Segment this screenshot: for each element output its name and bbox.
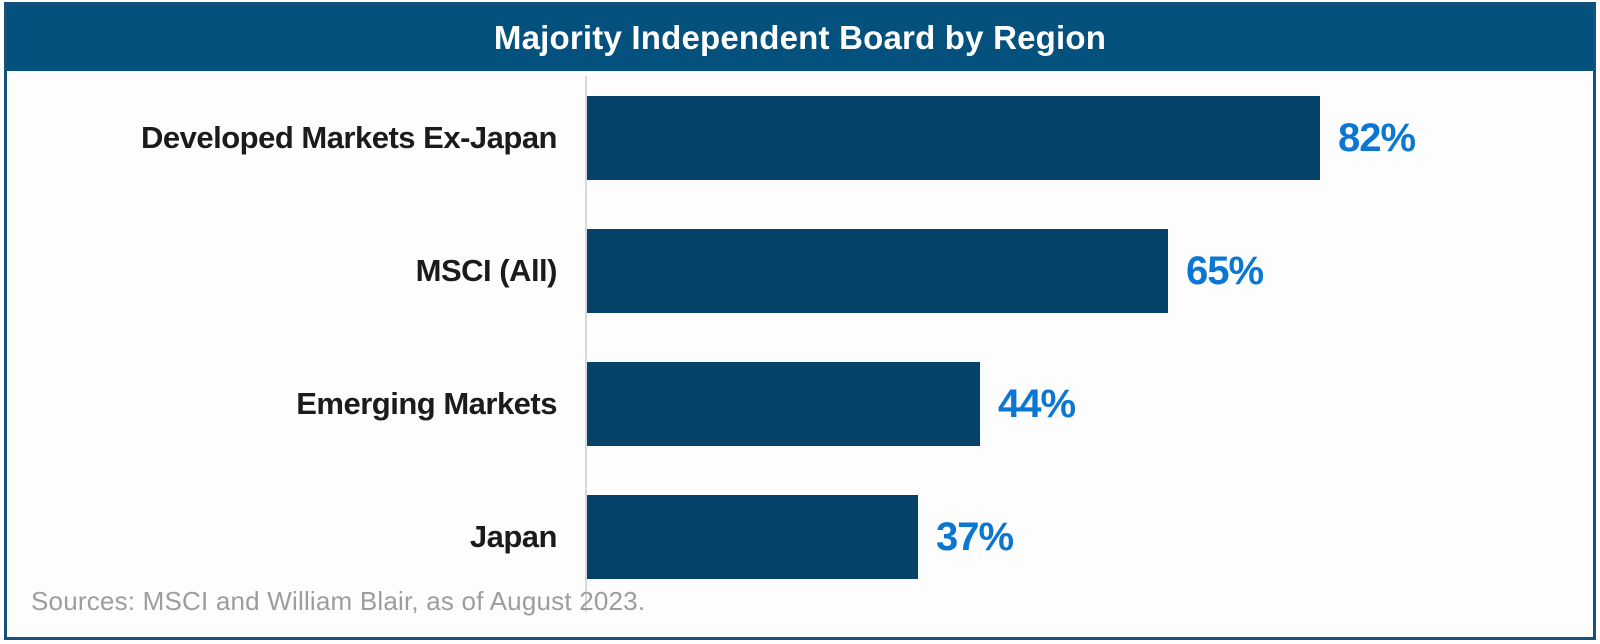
chart-title: Majority Independent Board by Region (493, 19, 1107, 56)
plot-area: Developed Markets Ex-Japan 82% MSCI (All… (7, 71, 1593, 637)
bar-msci-all (587, 229, 1168, 313)
category-label-developed-markets-ex-japan: Developed Markets Ex-Japan (140, 120, 558, 155)
category-label-msci-all: MSCI (All) (415, 253, 558, 288)
bar-row-msci-all: MSCI (All) 65% (7, 229, 1593, 313)
chart-title-bar: Majority Independent Board by Region (7, 5, 1593, 71)
source-note: Sources: MSCI and William Blair, as of A… (31, 586, 646, 616)
bar-japan (587, 495, 918, 579)
category-label-japan: Japan (469, 519, 558, 554)
bar-developed-markets-ex-japan (587, 96, 1320, 180)
category-label-emerging-markets: Emerging Markets (296, 386, 557, 421)
bar-emerging-markets (587, 362, 980, 446)
bar-row-emerging-markets: Emerging Markets 44% (7, 362, 1593, 446)
chart-card: Majority Independent Board by Region Dev… (4, 2, 1596, 640)
y-axis-line (585, 76, 587, 612)
value-label-emerging-markets: 44% (998, 381, 1076, 426)
bar-rows: Developed Markets Ex-Japan 82% MSCI (All… (7, 71, 1593, 637)
value-label-japan: 37% (936, 514, 1014, 559)
value-label-msci-all: 65% (1186, 248, 1264, 293)
bar-row-japan: Japan 37% (7, 495, 1593, 579)
value-label-developed-markets-ex-japan: 82% (1338, 115, 1416, 160)
bar-row-developed-markets-ex-japan: Developed Markets Ex-Japan 82% (7, 96, 1593, 180)
